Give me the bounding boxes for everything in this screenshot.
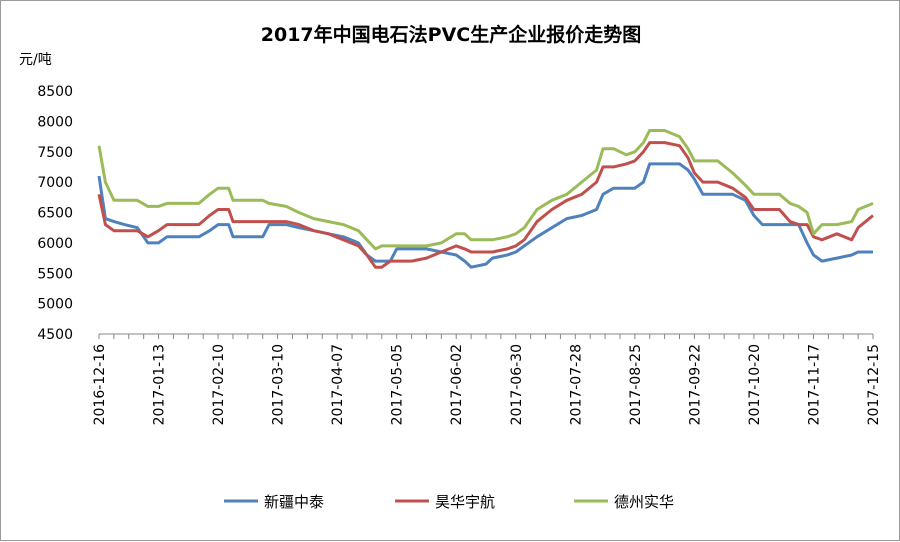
legend-label: 新疆中泰 xyxy=(264,493,324,511)
x-tick-label: 2017-02-10 xyxy=(211,344,227,425)
y-tick-label: 5500 xyxy=(37,266,73,282)
x-tick-label: 2017-09-22 xyxy=(687,344,703,425)
x-tick-label: 2016-12-16 xyxy=(92,344,108,425)
legend-label: 昊华宇航 xyxy=(435,493,495,511)
y-tick-label: 8000 xyxy=(37,114,73,130)
x-tick-label: 2017-10-20 xyxy=(747,344,763,425)
y-tick-label: 6000 xyxy=(37,236,73,252)
y-axis-ticks: 4500 5000 5500 6000 6500 7000 7500 8000 8500 xyxy=(37,84,73,343)
y-tick-label: 7000 xyxy=(37,175,73,191)
x-tick-label: 2017-03-10 xyxy=(271,344,287,425)
y-tick-label: 5000 xyxy=(37,297,73,313)
x-tick-label: 2017-04-07 xyxy=(330,344,346,425)
y-tick-label: 7500 xyxy=(37,145,73,161)
x-tick-label: 2017-11-17 xyxy=(806,344,822,425)
series-line-3 xyxy=(97,129,874,251)
legend: 新疆中泰 昊华宇航 德州实华 xyxy=(224,493,674,511)
x-tick-label: 2017-12-15 xyxy=(866,344,882,425)
x-tick-label: 2017-08-25 xyxy=(628,344,644,425)
series-line-1 xyxy=(97,162,873,269)
y-axis-unit-label: 元/吨 xyxy=(19,52,52,68)
x-tick-label: 2017-07-28 xyxy=(568,344,584,425)
x-tick-label: 2017-05-05 xyxy=(390,344,406,425)
y-tick-label: 8500 xyxy=(37,84,73,100)
chart-title: 2017年中国电石法PVC生产企业报价走势图 xyxy=(261,23,641,46)
y-tick-label: 4500 xyxy=(37,327,73,343)
x-tick-label: 2017-06-02 xyxy=(449,344,465,425)
y-tick-label: 6500 xyxy=(37,206,73,222)
x-tick-label: 2017-06-30 xyxy=(509,344,525,425)
series-lines xyxy=(97,129,874,269)
x-axis: 2016-12-16 2017-01-13 2017-02-10 2017-03-10… xyxy=(92,333,882,425)
x-tick-label: 2017-01-13 xyxy=(152,344,168,425)
legend-label: 德州实华 xyxy=(614,493,674,511)
series-line-2 xyxy=(97,141,874,269)
